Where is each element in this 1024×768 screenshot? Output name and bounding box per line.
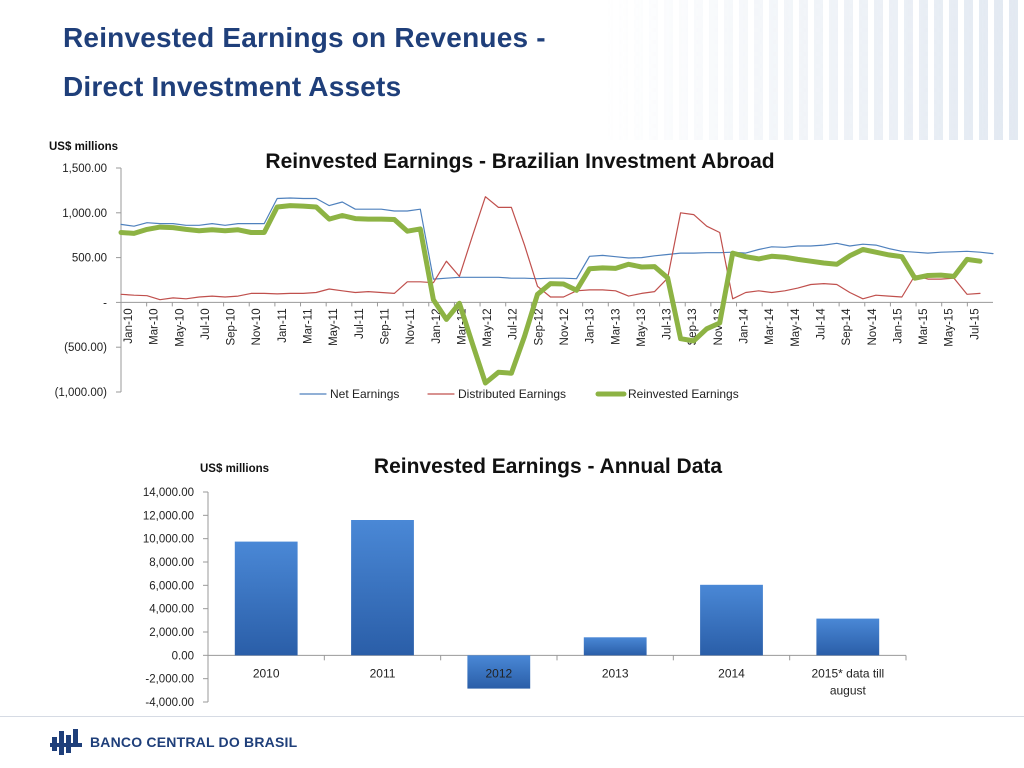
chart1-title: Reinvested Earnings - Brazilian Investme… [265, 150, 774, 173]
chart2-y-tick-label: 10,000.00 [143, 534, 194, 546]
chart1-x-tick-label: May-11 [328, 308, 340, 346]
chart1-legend-label: Distributed Earnings [458, 387, 566, 401]
annual-bar-chart: Reinvested Earnings - Annual Data US$ mil… [143, 455, 907, 709]
chart2-bar [700, 584, 763, 656]
chart1-y-tick-label: 1,000.00 [62, 208, 107, 220]
chart2-y-tick-label: -4,000.00 [145, 697, 194, 709]
chart1-x-tick-label: Nov-11 [405, 308, 417, 344]
chart2-bar [816, 618, 880, 656]
chart1-x-tick-label: Jan-14 [739, 308, 751, 344]
chart1-x-tick-label: Mar-10 [149, 308, 161, 344]
chart1-x-tick-label: May-10 [174, 308, 186, 346]
chart1-x-tick-label: Mar-15 [918, 308, 930, 344]
chart1-x-tick-label: Nov-14 [867, 308, 879, 346]
chart2-y-tick-label: 6,000.00 [149, 580, 194, 592]
monthly-line-chart: Reinvested Earnings - Brazilian Investme… [49, 141, 994, 401]
chart1-x-tick-label: Mar-14 [764, 308, 776, 345]
chart1-y-tick-label: 500.00 [72, 253, 107, 265]
chart1-x-tick-label: Jan-13 [585, 308, 597, 343]
chart2-category-label: august [830, 683, 867, 697]
chart1-series-line-1 [120, 196, 981, 301]
chart2-category-label: 2012 [485, 666, 512, 680]
chart2-y-tick-label: -2,000.00 [145, 674, 194, 686]
chart1-legend-label: Net Earnings [330, 387, 399, 401]
chart2-y-tick-label: 14,000.00 [143, 487, 194, 499]
chart1-y-tick-label: 1,500.00 [62, 163, 107, 175]
chart2-bar [583, 637, 647, 656]
chart2-y-axis-label: US$ millions [200, 463, 269, 475]
bcb-logo: BANCO CENTRAL DO BRASIL [50, 726, 297, 758]
chart1-x-tick-label: Mar-11 [303, 308, 315, 344]
chart1-y-tick-label: (1,000.00) [55, 387, 108, 399]
chart1-x-tick-label: May-12 [482, 308, 494, 346]
chart1-x-tick-label: Jul-11 [354, 308, 366, 338]
chart2-category-label: 2011 [370, 666, 396, 680]
chart2-title: Reinvested Earnings - Annual Data [374, 455, 722, 478]
header-decoration [604, 0, 1024, 140]
chart1-x-tick-label: May-14 [790, 308, 802, 347]
chart1-x-tick-label: Jul-12 [508, 308, 520, 339]
chart2-y-tick-label: 12,000.00 [143, 510, 194, 522]
chart1-x-tick-label: Nov-10 [251, 308, 263, 345]
page-title-line-2: Direct Investment Assets [63, 71, 402, 102]
chart1-x-tick-label: Nov-12 [559, 308, 571, 345]
chart1-x-tick-label: Jan-11 [277, 308, 289, 342]
chart2-bar [467, 655, 531, 689]
chart2-category-label: 2010 [253, 666, 280, 680]
chart1-x-tick-label: May-13 [636, 308, 648, 346]
chart2-category-label: 2013 [602, 666, 629, 680]
footer-divider [0, 716, 1024, 717]
chart1-y-tick-label: - [103, 297, 107, 309]
chart1-x-tick-label: Jul-13 [662, 308, 674, 339]
chart1-series-line-0 [120, 197, 994, 280]
chart1-legend-label: Reinvested Earnings [628, 387, 739, 401]
chart2-category-label: 2014 [718, 666, 745, 680]
chart1-x-tick-label: Sep-14 [841, 308, 853, 346]
chart1-x-tick-label: Sep-11 [379, 308, 391, 344]
page-title-line-1: Reinvested Earnings on Revenues - [63, 22, 546, 53]
chart2-category-label: 2015* data till [811, 666, 884, 680]
chart1-x-tick-label: Mar-13 [610, 308, 622, 344]
chart2-bar [234, 541, 298, 656]
chart1-x-tick-label: Jul-14 [815, 308, 827, 340]
chart1-series-line-2 [118, 203, 983, 386]
chart1-x-tick-label: Jan-12 [431, 308, 443, 343]
bcb-logo-icon [50, 729, 82, 755]
chart1-x-tick-label: Jan-15 [892, 308, 904, 343]
chart2-bar [351, 520, 414, 656]
chart2-y-tick-label: 8,000.00 [149, 557, 194, 569]
chart2-y-tick-label: 2,000.00 [149, 627, 194, 639]
chart1-y-axis-label: US$ millions [49, 141, 118, 153]
chart2-y-tick-label: 4,000.00 [149, 604, 194, 616]
chart2-y-tick-label: 0.00 [172, 650, 194, 662]
chart1-y-tick-label: (500.00) [64, 342, 107, 354]
chart1-x-tick-label: May-15 [944, 308, 956, 346]
chart1-x-tick-label: Sep-10 [226, 308, 238, 345]
chart1-x-tick-label: Jul-15 [969, 308, 981, 339]
chart1-x-tick-label: Jan-10 [123, 308, 135, 343]
chart1-x-tick-label: Sep-12 [533, 308, 545, 345]
logo-text: BANCO CENTRAL DO BRASIL [90, 734, 298, 750]
chart1-x-tick-label: Jul-10 [200, 308, 212, 339]
